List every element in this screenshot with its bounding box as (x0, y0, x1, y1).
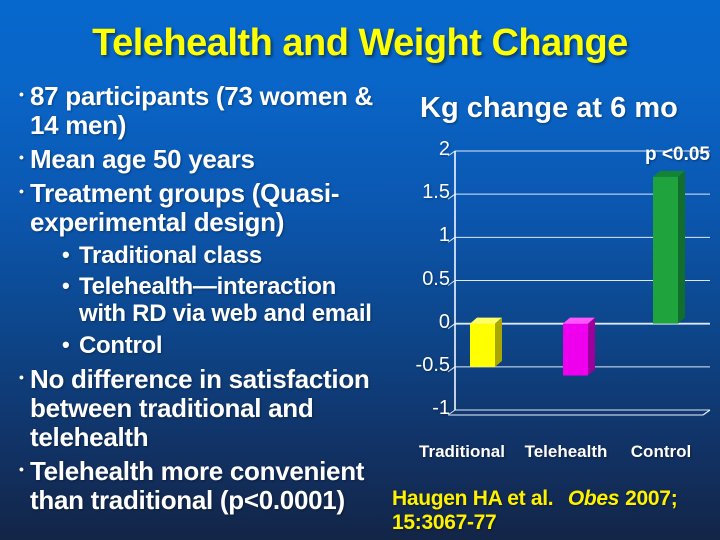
citation-authors: Haugen HA et al. (392, 487, 554, 510)
y-tick-label: 1 (438, 224, 450, 247)
traditional-bar (470, 323, 495, 367)
x-category-label: Traditional (419, 442, 505, 461)
bullet-item: Treatment groups (Quasi-experimental des… (19, 179, 402, 237)
chart-title: Kg change at 6 mo (420, 92, 678, 124)
bullet-item: Mean age 50 years (19, 145, 402, 174)
telehealth-bar-side (588, 317, 595, 376)
traditional-bar-side (495, 317, 502, 367)
chart-annotation: p <0.05 (645, 144, 710, 165)
bullet-item: 87 participants (73 women & 14 men) (19, 81, 402, 140)
bullet-item: No difference in satisfaction between tr… (19, 364, 402, 452)
gridline (447, 323, 456, 330)
bullet-sub-item: Telehealth—interaction with RD via web a… (62, 274, 379, 328)
gridline (447, 193, 456, 200)
telehealth-bar (563, 323, 588, 376)
y-tick-label: 2 (438, 138, 450, 160)
bar-chart: p <0.05 2 1.5 1 0.5 0 -0.5 -1 Traditional Teleh… (416, 138, 720, 480)
y-tick-label: 0 (438, 310, 450, 333)
gridline (702, 409, 711, 416)
gridline (447, 409, 456, 416)
y-tick-label: 1.5 (422, 181, 450, 204)
control-bar-top (653, 170, 685, 177)
y-tick-label: -1 (432, 397, 450, 419)
citation: Haugen HA et al. Obes 2007; 15:3067-77 (392, 487, 714, 534)
citation-journal: Obes (567, 487, 620, 510)
x-category-label: Telehealth (524, 442, 608, 461)
control-bar-side (678, 170, 685, 324)
citation-year: 2007; (625, 487, 678, 510)
slide-title: Telehealth and Weight Change (92, 22, 628, 64)
chart-plot-svg (447, 150, 711, 416)
telehealth-bar-top (563, 317, 595, 324)
y-tick-label: -0.5 (415, 353, 450, 376)
x-category-label: Control (630, 442, 692, 461)
control-bar (653, 176, 678, 324)
gridline (447, 150, 456, 157)
bullet-sub-item: Traditional class (62, 242, 379, 270)
gridline (447, 366, 456, 373)
gridline (447, 280, 456, 286)
traditional-bar-top (470, 317, 502, 324)
bullet-sub-item: Control (62, 332, 379, 360)
y-tick-label: 0.5 (422, 267, 450, 290)
bullet-list: 87 participants (73 women & 14 men) Mean… (19, 81, 402, 521)
citation-line-1: Haugen HA et al. Obes 2007; (392, 487, 714, 511)
gridline (447, 236, 456, 243)
bullet-item: Telehealth more convenient than traditio… (19, 457, 402, 515)
citation-line-2: 15:3067-77 (392, 510, 497, 534)
